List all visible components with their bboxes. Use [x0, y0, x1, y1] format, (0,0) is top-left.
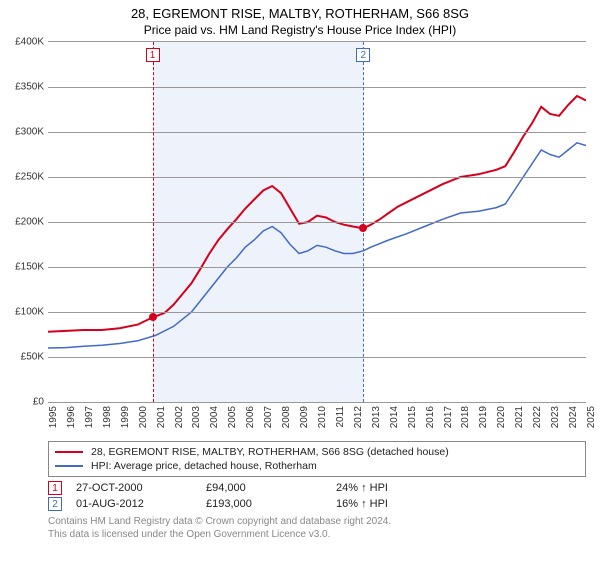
sale-delta: 24% ↑ HPI [336, 482, 466, 494]
y-tick-label: £50K [4, 352, 44, 363]
x-tick-label: 2006 [245, 406, 256, 428]
chart-container: 28, EGREMONT RISE, MALTBY, ROTHERHAM, S6… [0, 6, 600, 566]
x-tick-label: 2019 [478, 406, 489, 428]
x-tick-label: 2021 [514, 406, 525, 428]
sale-price: £94,000 [206, 482, 336, 494]
y-tick-label: £400K [4, 37, 44, 48]
x-tick-label: 1997 [84, 406, 95, 428]
x-tick-label: 2003 [191, 406, 202, 428]
legend-row: HPI: Average price, detached house, Roth… [55, 459, 579, 473]
x-tick-label: 2015 [407, 406, 418, 428]
x-tick-label: 2025 [586, 406, 597, 428]
y-tick-label: £300K [4, 127, 44, 138]
x-tick-label: 1996 [66, 406, 77, 428]
sale-marker-badge: 1 [48, 481, 62, 495]
x-tick-label: 2014 [389, 406, 400, 428]
x-tick-label: 2007 [263, 406, 274, 428]
x-tick-label: 2000 [138, 406, 149, 428]
y-tick-label: £100K [4, 307, 44, 318]
footer-line: Contains HM Land Registry data © Crown c… [48, 516, 586, 529]
x-tick-label: 2005 [227, 406, 238, 428]
y-tick-label: £200K [4, 217, 44, 228]
x-tick-label: 2012 [353, 406, 364, 428]
x-tick-label: 2017 [443, 406, 454, 428]
footer-attribution: Contains HM Land Registry data © Crown c… [48, 516, 586, 541]
x-tick-label: 1999 [120, 406, 131, 428]
x-tick-label: 2002 [174, 406, 185, 428]
sale-marker-badge: 2 [48, 497, 62, 511]
sale-row: 2 01-AUG-2012 £193,000 16% ↑ HPI [48, 497, 586, 511]
x-tick-label: 2018 [460, 406, 471, 428]
sale-row: 1 27-OCT-2000 £94,000 24% ↑ HPI [48, 481, 586, 495]
footer-line: This data is licensed under the Open Gov… [48, 529, 586, 542]
sale-delta: 16% ↑ HPI [336, 498, 466, 510]
sale-date: 27-OCT-2000 [76, 482, 206, 494]
x-tick-label: 2020 [496, 406, 507, 428]
marker-dot [149, 313, 157, 321]
legend-swatch [55, 465, 83, 467]
series-hpi [48, 143, 586, 348]
y-tick-label: £0 [4, 397, 44, 408]
x-tick-label: 2010 [317, 406, 328, 428]
legend-label: HPI: Average price, detached house, Roth… [91, 460, 317, 472]
y-tick-label: £250K [4, 172, 44, 183]
marker-badge: 2 [356, 48, 370, 62]
legend-swatch [55, 451, 83, 453]
legend: 28, EGREMONT RISE, MALTBY, ROTHERHAM, S6… [48, 441, 586, 477]
marker-badge: 1 [146, 48, 160, 62]
sale-date: 01-AUG-2012 [76, 498, 206, 510]
x-tick-label: 2022 [532, 406, 543, 428]
x-tick-label: 2024 [568, 406, 579, 428]
chart-subtitle: Price paid vs. HM Land Registry's House … [0, 23, 600, 37]
y-tick-label: £350K [4, 82, 44, 93]
x-tick-label: 1998 [102, 406, 113, 428]
x-tick-label: 2004 [209, 406, 220, 428]
x-tick-label: 2016 [425, 406, 436, 428]
x-tick-label: 2001 [156, 406, 167, 428]
chart-plot-area: £0£50K£100K£150K£200K£250K£300K£350K£400… [48, 41, 586, 403]
x-tick-label: 2011 [335, 406, 346, 428]
x-axis-ticks: 1995 1996 1997 1998 1999 2000 2001 2002 2003 2004… [48, 403, 586, 437]
legend-label: 28, EGREMONT RISE, MALTBY, ROTHERHAM, S6… [91, 446, 449, 458]
x-tick-label: 1995 [48, 406, 59, 428]
x-tick-label: 2013 [371, 406, 382, 428]
x-tick-label: 2009 [299, 406, 310, 428]
chart-title: 28, EGREMONT RISE, MALTBY, ROTHERHAM, S6… [0, 6, 600, 21]
marker-dot [359, 224, 367, 232]
x-tick-label: 2023 [550, 406, 561, 428]
sale-price: £193,000 [206, 498, 336, 510]
y-tick-label: £150K [4, 262, 44, 273]
x-tick-label: 2008 [281, 406, 292, 428]
legend-row: 28, EGREMONT RISE, MALTBY, ROTHERHAM, S6… [55, 445, 579, 459]
